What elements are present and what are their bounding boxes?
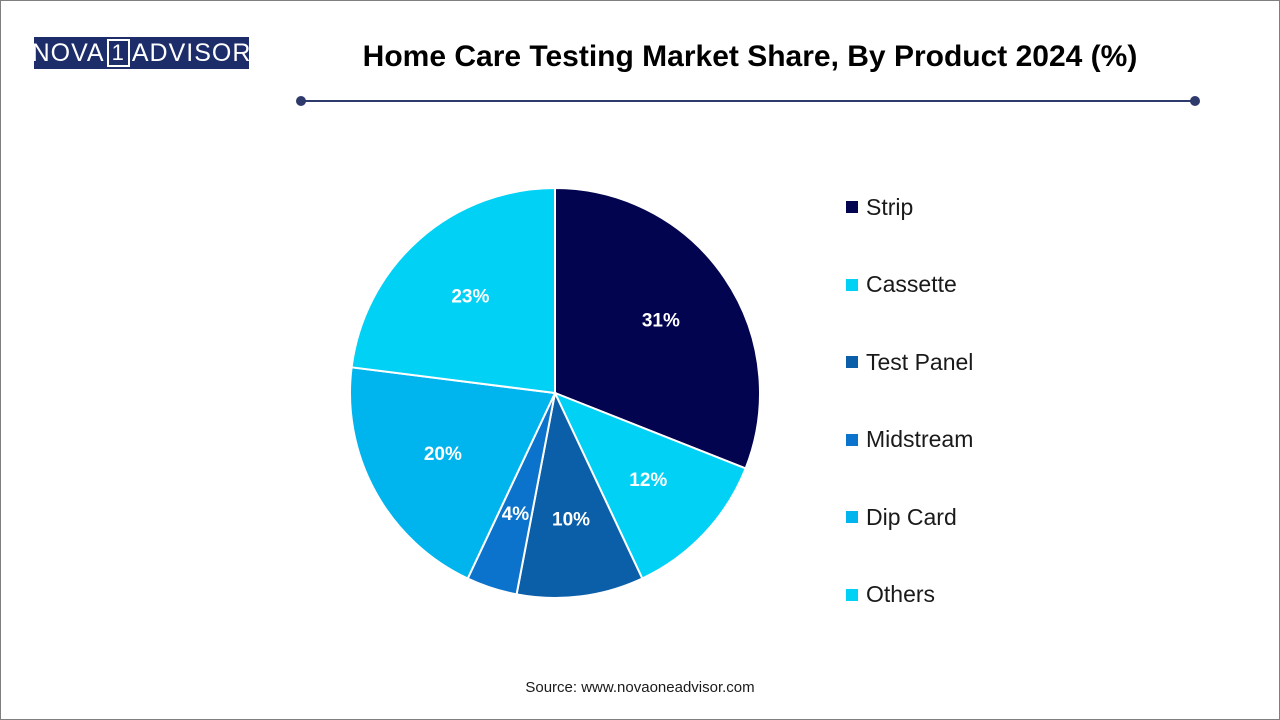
logo-text-mid: 1 bbox=[106, 39, 130, 67]
legend-item-strip: Strip bbox=[846, 188, 913, 226]
legend-label: Cassette bbox=[866, 271, 957, 297]
data-label-strip: 31% bbox=[642, 311, 680, 332]
data-label-others: 23% bbox=[451, 286, 489, 307]
legend-label: Dip Card bbox=[866, 503, 957, 530]
title-underline-dot-left bbox=[296, 96, 306, 106]
data-label-test-panel: 10% bbox=[552, 509, 590, 530]
pie-slice-dip-card bbox=[349, 366, 557, 580]
logo-text-right: ADVISOR bbox=[131, 38, 252, 67]
pie-slice-others bbox=[350, 186, 556, 395]
source-note: Source: www.novaoneadvisor.com bbox=[525, 679, 755, 696]
legend-item-cassette: Cassette bbox=[846, 266, 957, 304]
logo-text-left: NOVA bbox=[31, 38, 105, 67]
chart-title: Home Care Testing Market Share, By Produ… bbox=[362, 40, 1138, 73]
pie-slice-cassette bbox=[553, 391, 747, 580]
legend-label: Others bbox=[866, 581, 936, 607]
legend-swatch bbox=[846, 433, 858, 446]
brand-logo: NOVA 1 ADVISOR bbox=[31, 37, 252, 69]
data-label-dip-card: 20% bbox=[424, 444, 462, 465]
title-underline-dot-right bbox=[1190, 96, 1200, 106]
legend-item-dip-card: Dip Card bbox=[846, 498, 957, 536]
legend-swatch bbox=[846, 356, 858, 368]
legend-swatch bbox=[846, 588, 858, 601]
pie-slice-test-panel bbox=[515, 389, 644, 599]
legend-label: Midstream bbox=[866, 426, 974, 452]
legend-swatch bbox=[846, 278, 858, 291]
legend-item-midstream: Midstream bbox=[846, 421, 973, 459]
legend-label: Test Panel bbox=[866, 348, 974, 375]
legend-swatch bbox=[846, 511, 858, 523]
legend-swatch bbox=[846, 201, 858, 213]
legend-label: Strip bbox=[866, 193, 914, 220]
pie-slice-strip bbox=[554, 186, 761, 470]
legend-item-test-panel: Test Panel bbox=[846, 343, 973, 381]
title-underline bbox=[300, 100, 1196, 102]
data-label-cassette: 12% bbox=[629, 470, 667, 491]
legend-item-others: Others bbox=[846, 576, 935, 614]
data-label-midstream: 4% bbox=[502, 504, 530, 525]
